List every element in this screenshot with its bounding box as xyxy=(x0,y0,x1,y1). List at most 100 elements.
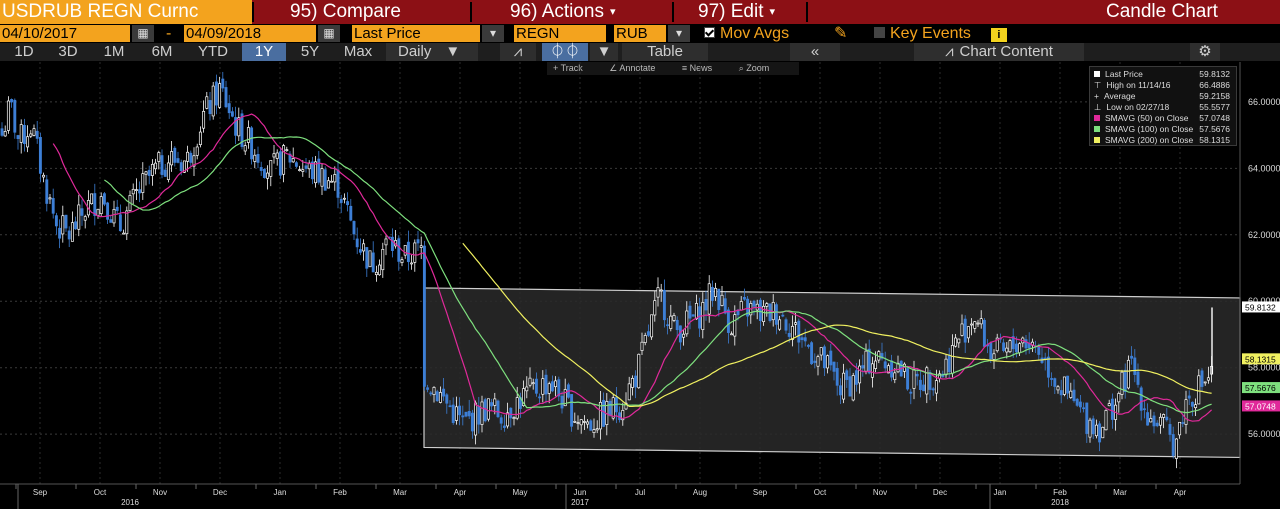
gear-icon[interactable]: ⚙ xyxy=(1190,43,1220,61)
candle-body xyxy=(1126,359,1130,389)
candle-body xyxy=(682,333,686,338)
ticker-field[interactable]: USDRUB REGN Curnc xyxy=(0,0,252,24)
candle-body xyxy=(979,318,983,325)
dropdown-arrow-icon[interactable]: ▼ xyxy=(590,43,618,61)
candle-body xyxy=(1139,387,1143,411)
candle-body xyxy=(656,287,660,298)
candle-body xyxy=(262,168,266,178)
candle-body xyxy=(336,169,340,198)
collapse-button[interactable]: « xyxy=(790,43,840,61)
compare-menu[interactable]: 95) Compare xyxy=(290,0,470,24)
candle-body xyxy=(1104,410,1108,431)
dropdown-arrow-icon[interactable]: ▾ xyxy=(668,25,690,42)
candle-body xyxy=(32,128,36,136)
candle-body xyxy=(435,391,439,402)
candle-body xyxy=(896,362,900,373)
field-select[interactable]: Last Price xyxy=(352,25,480,42)
candle-body xyxy=(157,152,161,162)
candle-body xyxy=(1171,434,1175,456)
candle-body xyxy=(272,153,276,158)
pencil-icon[interactable]: ✎ xyxy=(834,25,848,42)
candle-body xyxy=(886,365,890,374)
candle-body xyxy=(195,146,199,156)
x-tick-label: Sep xyxy=(33,488,48,497)
frequency-select[interactable]: Daily ▼ xyxy=(386,43,478,61)
start-date-text: 04/10/2017 xyxy=(2,25,78,42)
range-button-1m[interactable]: 1M xyxy=(103,43,125,60)
range-button-1y[interactable]: 1Y xyxy=(242,43,286,61)
candle-body xyxy=(208,100,212,115)
candle-body xyxy=(301,169,305,172)
range-button-1d[interactable]: 1D xyxy=(14,43,34,60)
candle-body xyxy=(458,405,462,416)
end-date-input[interactable]: 04/09/2018 xyxy=(184,25,316,42)
candle-body xyxy=(1158,416,1162,426)
calendar-icon[interactable]: ▦ xyxy=(132,25,154,42)
candle-body xyxy=(362,243,366,252)
candle-body xyxy=(202,110,206,129)
chart-content-button[interactable]: ⩘ Chart Content xyxy=(914,43,1084,61)
currency-select[interactable]: RUB xyxy=(614,25,666,42)
candle-body xyxy=(995,337,999,352)
candle-body xyxy=(141,173,145,193)
candle-body xyxy=(1037,346,1041,355)
range-button-max[interactable]: Max xyxy=(343,43,373,60)
calendar-icon[interactable]: ▦ xyxy=(318,25,340,42)
info-icon[interactable]: i xyxy=(990,28,1007,42)
range-button-6m[interactable]: 6M xyxy=(151,43,173,60)
mov-avgs-label: Mov Avgs xyxy=(720,25,790,42)
candle-body xyxy=(592,429,596,433)
candle-body xyxy=(371,252,375,273)
candle-body xyxy=(96,208,100,216)
candle-body xyxy=(480,401,484,425)
range-button-3d[interactable]: 3D xyxy=(58,43,78,60)
candle-body xyxy=(445,394,449,404)
line-chart-icon[interactable]: ⩘ xyxy=(500,43,536,61)
edit-menu[interactable]: 97) Edit ▾ xyxy=(698,0,808,24)
candle-body xyxy=(131,188,135,195)
currency-text: RUB xyxy=(616,25,648,42)
chart-legend[interactable]: Last Price 59.8132 ⊤ High on 11/14/16 66.48… xyxy=(1089,66,1237,146)
dropdown-arrow-icon[interactable]: ▾ xyxy=(482,25,504,42)
candle-body xyxy=(1174,438,1178,459)
chart-title-text: Candle Chart xyxy=(1106,1,1218,22)
candle-chart-icon[interactable]: ⏀⏀ xyxy=(542,43,588,61)
candle-body xyxy=(557,379,561,397)
source-input[interactable]: REGN xyxy=(514,25,606,42)
candle-body xyxy=(403,245,407,256)
key-events-toggle[interactable]: Key Events i xyxy=(874,25,1007,42)
zoom-tool[interactable]: ⌕ Zoom xyxy=(738,63,770,73)
mov-avgs-toggle[interactable]: Mov Avgs xyxy=(704,25,789,42)
candle-body xyxy=(912,369,916,389)
annotate-tool[interactable]: ∠ Annotate xyxy=(609,63,656,73)
candle-body xyxy=(323,169,327,191)
sma50-line xyxy=(52,113,1213,422)
candle-body xyxy=(410,262,414,265)
candle-body xyxy=(918,379,922,390)
sma100-line xyxy=(104,136,1212,414)
candle-body xyxy=(781,314,785,317)
candle-body xyxy=(1133,357,1137,375)
actions-menu[interactable]: 96) Actions ▾ xyxy=(510,0,670,24)
news-tool[interactable]: ≡ News xyxy=(681,63,713,73)
candle-body xyxy=(1008,340,1012,353)
track-tool[interactable]: + Track xyxy=(553,63,583,73)
legend-label: Low on 02/27/18 xyxy=(1106,102,1170,112)
table-button[interactable]: Table xyxy=(622,43,708,61)
candle-body xyxy=(704,298,708,311)
candle-body xyxy=(717,288,721,310)
range-button-ytd[interactable]: YTD xyxy=(198,43,228,60)
candle-body xyxy=(486,398,490,420)
candle-body xyxy=(438,392,442,403)
candle-body xyxy=(544,374,548,395)
candle-body xyxy=(227,103,231,114)
candle-body xyxy=(634,375,638,388)
candle-body xyxy=(74,221,78,230)
start-date-input[interactable]: 04/10/2017 xyxy=(0,25,130,42)
legend-value: 55.5577 xyxy=(1199,102,1230,112)
chart-type-title[interactable]: Candle Chart xyxy=(1106,0,1276,24)
range-button-5y[interactable]: 5Y xyxy=(300,43,320,60)
candle-body xyxy=(1018,343,1022,354)
candle-body xyxy=(1101,426,1105,439)
